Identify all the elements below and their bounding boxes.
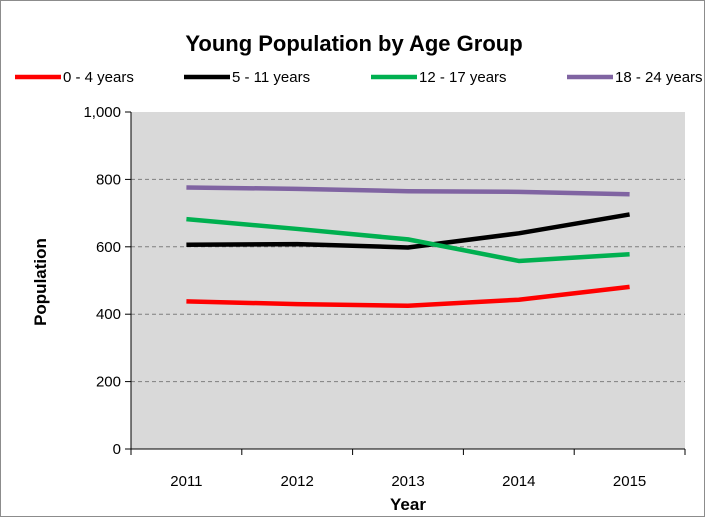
axes: 0 200 400 600 800 1,000 2011 2012 2013 2014 2015 bbox=[83, 104, 686, 490]
legend-label: 0 - 4 years bbox=[63, 69, 134, 86]
x-tick-label: 2013 bbox=[391, 473, 424, 490]
legend-label: 18 - 24 years bbox=[615, 69, 703, 86]
series-line bbox=[186, 212, 630, 250]
chart-title: Young Population by Age Group bbox=[185, 31, 522, 56]
x-tick-label: 2014 bbox=[502, 473, 535, 490]
y-tick-label: 400 bbox=[96, 306, 121, 323]
x-tick-label: 2011 bbox=[170, 473, 202, 490]
plot-area bbox=[131, 112, 685, 449]
y-tick-label: 200 bbox=[96, 374, 121, 391]
legend: 0 - 4 years 5 - 11 years 12 - 17 years 18 -… bbox=[15, 69, 703, 86]
y-tick-label: 600 bbox=[96, 239, 121, 256]
y-tick-label: 800 bbox=[96, 171, 121, 188]
x-axis-title: Year bbox=[390, 495, 426, 514]
series-line bbox=[186, 284, 630, 309]
legend-label: 5 - 11 years bbox=[232, 69, 310, 86]
legend-label: 12 - 17 years bbox=[419, 69, 507, 86]
series-line bbox=[186, 216, 630, 264]
y-axis-title: Population bbox=[31, 238, 50, 326]
y-tick-label: 0 bbox=[113, 441, 121, 458]
y-tick-label: 1,000 bbox=[83, 104, 121, 121]
x-tick-label: 2012 bbox=[281, 473, 314, 490]
x-tick-label: 2015 bbox=[613, 473, 646, 490]
series-line bbox=[186, 185, 630, 197]
series-lines bbox=[186, 185, 630, 309]
